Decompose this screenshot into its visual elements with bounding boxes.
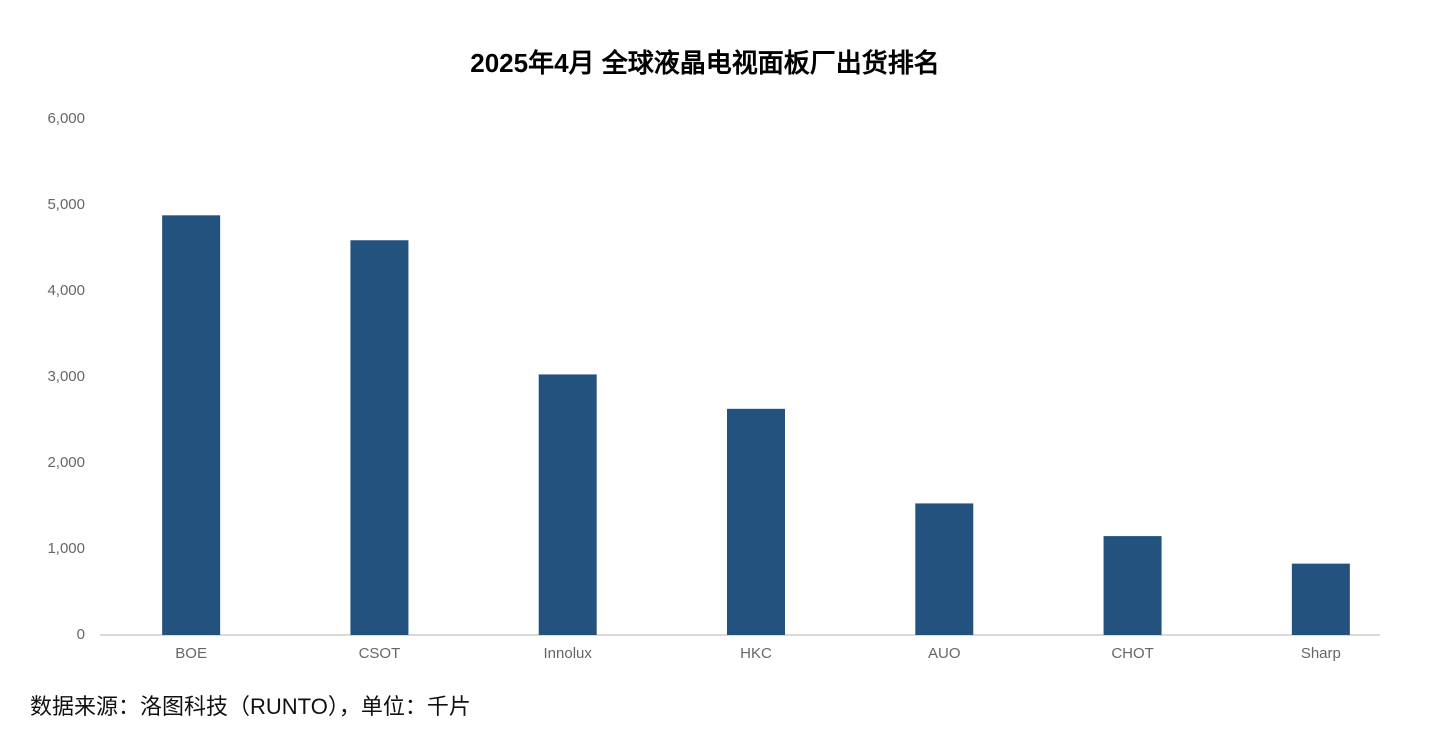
y-tick-label: 1,000 (47, 540, 85, 557)
source-note: 数据来源：洛图科技（RUNTO），单位：千片 (30, 694, 471, 719)
bar (1291, 563, 1350, 635)
x-tick-label: CHOT (1111, 645, 1154, 662)
chart-title: 2025年4月 全球液晶电视面板厂出货排名 (470, 48, 940, 78)
bar (538, 374, 597, 635)
y-tick-label: 6,000 (47, 110, 85, 127)
x-tick-label: BOE (175, 645, 207, 662)
bar (350, 240, 409, 635)
x-tick-label: CSOT (359, 645, 401, 662)
bar (915, 503, 974, 635)
y-tick-label: 4,000 (47, 282, 85, 299)
y-tick-label: 2,000 (47, 454, 85, 471)
bar (1103, 536, 1162, 635)
x-tick-label: HKC (740, 645, 772, 662)
y-tick-label: 5,000 (47, 196, 85, 213)
y-tick-label: 3,000 (47, 368, 85, 385)
bar (727, 408, 785, 635)
x-tick-label: Innolux (544, 645, 593, 662)
y-tick-label: 0 (77, 626, 85, 643)
bar (162, 215, 221, 635)
x-tick-label: AUO (928, 645, 961, 662)
x-tick-label: Sharp (1301, 645, 1341, 662)
